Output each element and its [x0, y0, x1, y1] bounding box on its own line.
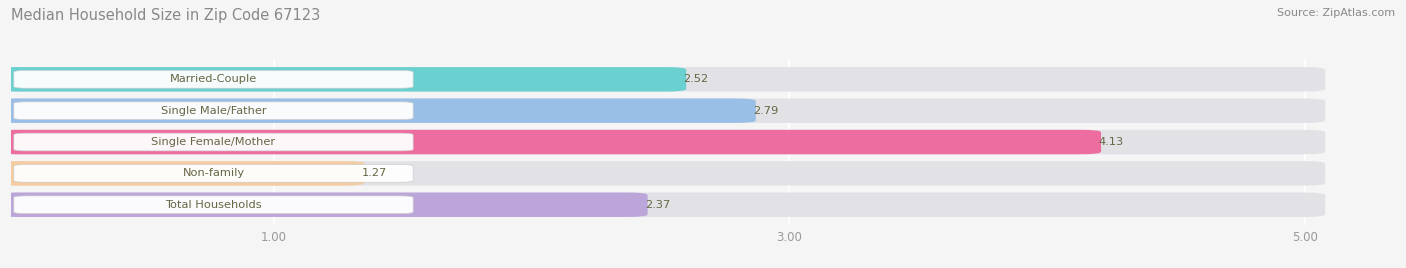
FancyBboxPatch shape	[0, 98, 756, 123]
Text: Single Female/Mother: Single Female/Mother	[152, 137, 276, 147]
FancyBboxPatch shape	[14, 196, 413, 214]
FancyBboxPatch shape	[14, 102, 413, 120]
Text: Median Household Size in Zip Code 67123: Median Household Size in Zip Code 67123	[11, 8, 321, 23]
Text: Total Households: Total Households	[165, 200, 262, 210]
FancyBboxPatch shape	[0, 98, 1326, 123]
FancyBboxPatch shape	[14, 165, 413, 182]
Text: Single Male/Father: Single Male/Father	[160, 106, 266, 116]
FancyBboxPatch shape	[14, 70, 413, 88]
Text: 2.79: 2.79	[754, 106, 779, 116]
FancyBboxPatch shape	[0, 130, 1101, 154]
FancyBboxPatch shape	[0, 161, 364, 186]
Text: 2.52: 2.52	[683, 74, 709, 84]
FancyBboxPatch shape	[0, 192, 1326, 217]
Text: 4.13: 4.13	[1098, 137, 1123, 147]
Text: 2.37: 2.37	[645, 200, 671, 210]
Text: 1.27: 1.27	[361, 168, 387, 178]
FancyBboxPatch shape	[14, 133, 413, 151]
Text: Non-family: Non-family	[183, 168, 245, 178]
FancyBboxPatch shape	[0, 130, 1326, 154]
FancyBboxPatch shape	[0, 67, 686, 92]
FancyBboxPatch shape	[0, 161, 1326, 186]
Text: Married-Couple: Married-Couple	[170, 74, 257, 84]
FancyBboxPatch shape	[0, 192, 648, 217]
FancyBboxPatch shape	[0, 67, 1326, 92]
Text: Source: ZipAtlas.com: Source: ZipAtlas.com	[1277, 8, 1395, 18]
